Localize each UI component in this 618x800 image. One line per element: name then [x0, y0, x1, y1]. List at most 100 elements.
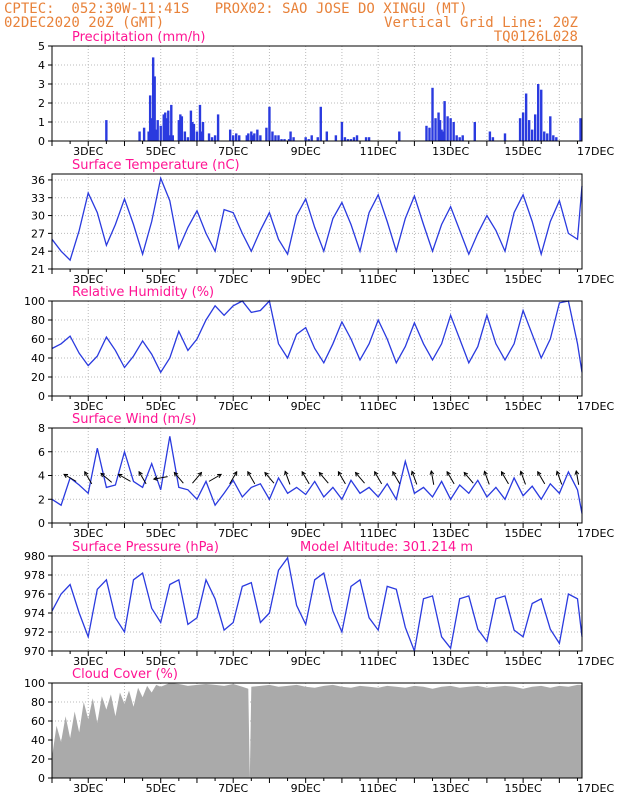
precip-bar [455, 135, 458, 141]
wind-arrow-head [152, 476, 158, 481]
y-tick-label: 100 [24, 295, 45, 308]
series-line [51, 299, 583, 374]
wind-arrow-head [483, 470, 488, 476]
precip-bar [189, 110, 193, 141]
y-tick-label: 0 [38, 390, 45, 403]
precip-bar [250, 131, 253, 141]
panel-title: Precipitation (mm/h) [72, 30, 205, 45]
y-tick-label: 4 [38, 59, 45, 72]
y-tick-label: 60 [31, 333, 45, 346]
precip-bar [310, 135, 313, 141]
precip-bar [265, 127, 268, 141]
wind-arrow-head [117, 473, 123, 479]
precip-bar [549, 116, 552, 141]
wind-arrow [463, 472, 474, 484]
wind-arrow [575, 470, 580, 485]
x-tick-label: 17DEC [577, 655, 614, 668]
panel-frame [51, 173, 583, 270]
wind-arrow [118, 473, 131, 482]
x-tick-label: 5DEC [146, 145, 176, 158]
y-tick-label: 978 [24, 569, 45, 582]
precip-bar [283, 139, 286, 141]
x-tick-label: 17DEC [577, 145, 614, 158]
precip-bar [164, 112, 167, 141]
precip-bar [524, 93, 528, 141]
precip-bar [162, 114, 165, 141]
precip-bar [171, 135, 174, 141]
precip-bar [198, 104, 202, 141]
precip-bar [304, 137, 307, 141]
precip-bar [452, 122, 455, 141]
header-location: CPTEC: 052:30W-11:41S PROX02: SAO JOSE D… [4, 1, 468, 17]
x-tick-label: 9DEC [291, 273, 321, 286]
wind-arrow-head [100, 472, 106, 478]
precip-bar [247, 133, 250, 141]
precip-bar [201, 122, 205, 141]
precip-bar [177, 120, 181, 141]
x-tick-label: 5DEC [146, 782, 176, 795]
precip-bar [543, 131, 546, 141]
x-tick-label: 7DEC [218, 655, 248, 668]
x-tick-label: 11DEC [360, 400, 397, 413]
y-tick-label: 21 [31, 263, 45, 276]
precip-bar [287, 139, 291, 141]
x-tick-label: 9DEC [291, 782, 321, 795]
x-tick-label: 13DEC [432, 655, 469, 668]
wind-arrow [337, 471, 346, 485]
precip-bar [437, 112, 440, 141]
header-grid-note: Vertical Grid Line: 20Z [384, 15, 578, 31]
wind-arrow [520, 471, 526, 485]
precip-bar [449, 118, 452, 141]
precip-bar [154, 129, 158, 141]
x-tick-label: 17DEC [577, 782, 614, 795]
wind-arrow [537, 471, 546, 485]
y-tick-label: 0 [38, 135, 45, 148]
y-tick-label: 30 [31, 210, 45, 223]
x-tick-label: 13DEC [432, 527, 469, 540]
precip-bar [151, 57, 155, 141]
panel-annotation: Model Altitude: 301.214 m [300, 540, 473, 555]
y-tick-label: 40 [31, 734, 45, 747]
precip-bar [325, 131, 329, 141]
precip-bar [340, 122, 344, 141]
wind-arrow-head [284, 470, 289, 476]
precip-bar [159, 125, 162, 141]
wind-arrow-head [264, 471, 269, 477]
y-tick-label: 24 [31, 245, 45, 258]
wind-arrow-head [173, 471, 179, 477]
wind-arrow [355, 472, 365, 484]
wind-arrow-head [354, 471, 360, 477]
wind-arrow-head [233, 470, 238, 476]
panel-frame [51, 555, 583, 652]
precip-bar [473, 122, 476, 141]
precip-bar [210, 137, 214, 141]
x-tick-label: 3DEC [73, 400, 103, 413]
precip-bar [271, 131, 274, 141]
precip-bar [428, 127, 431, 141]
precip-bar [186, 137, 190, 141]
precip-bar [431, 87, 434, 141]
precip-bar [277, 135, 280, 141]
wind-arrow-head [217, 473, 223, 479]
wind-arrow-head [519, 470, 525, 476]
x-tick-label: 3DEC [73, 145, 103, 158]
y-tick-label: 3 [38, 78, 45, 91]
precip-bar [170, 104, 173, 141]
header-code: TQ0126L028 [493, 29, 578, 45]
wind-arrow [173, 472, 184, 484]
precip-bar [153, 76, 156, 141]
wind-arrow-head [197, 471, 203, 477]
wind-arrow [247, 471, 256, 485]
wind-arrow [392, 471, 401, 485]
wind-arrow [374, 471, 383, 485]
y-tick-label: 5 [38, 40, 45, 53]
precip-bar [443, 101, 446, 141]
y-tick-label: 972 [24, 626, 45, 639]
precip-bar [555, 137, 558, 141]
wind-arrow [153, 476, 168, 480]
x-tick-label: 9DEC [291, 527, 321, 540]
y-tick-label: 0 [38, 517, 45, 530]
precip-bar [200, 131, 203, 141]
precip-bar [231, 135, 235, 141]
